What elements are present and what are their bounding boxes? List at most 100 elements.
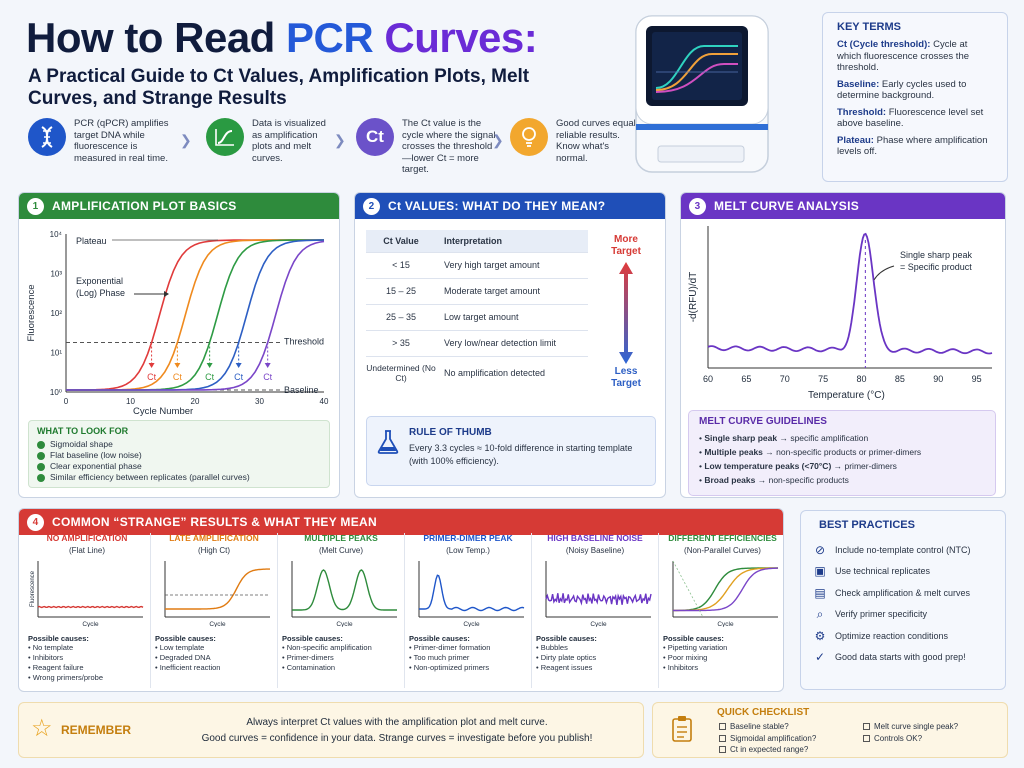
- cause-text: Bubbles: [540, 643, 568, 652]
- causes-label: Possible causes:: [663, 634, 724, 643]
- mini-plot: Cycle Fluorescence: [30, 561, 144, 628]
- check-text: Flat baseline (low noise): [50, 450, 142, 460]
- best-practice-text: Check amplification & melt curves: [835, 587, 971, 598]
- replicates-icon: ▣: [814, 564, 826, 579]
- checklist-text: Baseline stable?: [730, 722, 789, 731]
- section-4-header: 4 COMMON “STRANGE” RESULTS & WHAT THEY ME…: [19, 509, 783, 535]
- x-axis-label: Cycle: [590, 621, 607, 627]
- section-number: 3: [689, 197, 706, 215]
- cause-item: • Wrong primers/probe: [28, 673, 104, 682]
- x-axis-label: Cycle: [209, 621, 226, 627]
- checkbox[interactable]: [719, 746, 726, 754]
- checkbox[interactable]: [863, 723, 870, 731]
- key-term-def: Fluorescence level set above baseline.: [837, 106, 984, 130]
- chart-line-icon: [206, 118, 244, 156]
- cause-text: Inhibitors: [667, 663, 699, 672]
- cause-item: • Primer-dimers: [282, 653, 334, 662]
- strange-result-panel: NO AMPLIFICATION (Flat Line) Cycle Fluoresc…: [24, 533, 151, 688]
- x-tick-label: 95: [972, 374, 982, 384]
- arrow-right-icon: ❯: [492, 132, 504, 148]
- table-header-row: Ct Value Interpretation: [366, 230, 588, 252]
- section-2-header: 2 Ct VALUES: WHAT DO THEY MEAN?: [355, 193, 665, 219]
- what-to-look-for-box: WHAT TO LOOK FOR Sigmoidal shape Flat ba…: [28, 420, 330, 488]
- checklist-item[interactable]: Melt curve single peak?: [863, 721, 958, 733]
- causes-label: Possible causes:: [28, 634, 89, 643]
- intro-text-4: Good curves equal reliable results. Know…: [556, 118, 636, 164]
- exponential-label-line1: Exponential: [76, 276, 123, 286]
- cause-text: Inhibitors: [32, 653, 64, 662]
- mini-plot: Cycle: [545, 561, 652, 628]
- x-tick-label: 90: [933, 374, 943, 384]
- amplification-curve: [66, 239, 324, 391]
- guideline-rest: → primer-dimers: [831, 461, 897, 471]
- cause-item: • Primer-dimer formation: [409, 643, 491, 652]
- checklist-item[interactable]: Baseline stable?: [719, 721, 816, 733]
- annotation-pointer: [873, 265, 895, 281]
- causes-label: Possible causes:: [409, 634, 470, 643]
- mini-plot: Cycle: [418, 561, 525, 628]
- interp-cell: No amplification detected: [436, 355, 588, 390]
- checkbox[interactable]: [719, 734, 726, 742]
- guideline-item: • Multiple peaks → non-specific products…: [699, 447, 922, 457]
- check-icon: [37, 440, 45, 449]
- intro-item-3: Ct The Ct value is the cycle where the s…: [356, 118, 498, 182]
- panel-title: NO AMPLIFICATION: [46, 533, 128, 543]
- check-text: Sigmoidal shape: [50, 439, 113, 449]
- causes-label: Possible causes:: [282, 634, 343, 643]
- strange-result-panel: MULTIPLE PEAKS (Melt Curve) Cycle Possible …: [278, 533, 405, 688]
- ct-cell: 25 – 35: [366, 303, 436, 330]
- cause-item: • Non-specific amplification: [282, 643, 372, 652]
- checklist-text: Controls OK?: [874, 733, 923, 743]
- x-tick-label: 40: [320, 397, 329, 406]
- key-term-label: Threshold:: [837, 106, 887, 118]
- checklist-item[interactable]: Ct in expected range?: [719, 744, 816, 756]
- cause-item: • Inefficient reaction: [155, 663, 221, 672]
- table-row: 15 – 25 Moderate target amount: [366, 277, 588, 304]
- efficiency-guide: [672, 560, 704, 618]
- x-tick-label: 10: [126, 397, 135, 406]
- what-to-look-for-heading: WHAT TO LOOK FOR: [37, 426, 129, 436]
- cause-text: No template: [32, 643, 74, 652]
- possible-causes: Possible causes: • No template • Inhibitor…: [28, 634, 146, 683]
- cause-text: Too much primer: [413, 653, 470, 662]
- guideline-item: • Broad peaks → non-specific products: [699, 475, 849, 485]
- cause-item: • Non-optimized primers: [409, 663, 490, 672]
- remember-line-1: Always interpret Ct values with the ampl…: [246, 717, 548, 728]
- peak-annotation-line2: = Specific product: [900, 262, 972, 272]
- arrow-right-icon: ❯: [180, 132, 192, 148]
- check-icon: [37, 451, 45, 460]
- interp-cell: Very low/near detection limit: [436, 329, 588, 356]
- check-text: Clear exponential phase: [50, 461, 142, 471]
- lightbulb-icon: [510, 118, 548, 156]
- panel-title: HIGH BASELINE NOISE: [547, 533, 643, 543]
- melt-curve-plot: 60 65 70 75 80 85 90 95 Temperature (°C) -d(RFU)/…: [688, 226, 993, 401]
- guideline-bold: Broad peaks: [704, 475, 756, 485]
- panel-subtitle: (Low Temp.): [446, 546, 490, 555]
- cause-text: Wrong primers/probe: [32, 673, 104, 682]
- cause-text: Degraded DNA: [159, 653, 211, 662]
- check-item: Flat baseline (low noise): [37, 450, 321, 461]
- best-practice-text: Verify primer specificity: [835, 609, 928, 620]
- checkbox[interactable]: [863, 734, 870, 742]
- cause-item: • Pipetting variation: [663, 643, 728, 652]
- cause-item: • Too much primer: [409, 653, 470, 662]
- gradient-arrow-icon: [619, 262, 633, 364]
- checkbox[interactable]: [719, 723, 726, 731]
- ct-cell: > 35: [366, 329, 436, 356]
- checklist-item[interactable]: Sigmoidal amplification?: [719, 733, 816, 745]
- exponential-label: Exponential (Log) Phase: [76, 276, 125, 298]
- best-practice-text: Good data starts with good prep!: [835, 652, 966, 663]
- checklist-item[interactable]: Controls OK?: [863, 733, 958, 745]
- cause-item: • Inhibitors: [663, 663, 699, 672]
- panel-subtitle: (Melt Curve): [318, 546, 363, 555]
- x-axis-label: Cycle: [463, 621, 480, 627]
- guideline-item: • Low temperature peaks (<70°C) → primer…: [699, 461, 897, 471]
- key-terms-heading: KEY TERMS: [837, 21, 901, 33]
- intro-item-4: Good curves equal reliable results. Know…: [510, 118, 636, 182]
- panel-title: MULTIPLE PEAKS: [304, 533, 378, 543]
- title-part3: Curves:: [373, 14, 538, 61]
- peak-annotation-line1: Single sharp peak: [900, 250, 973, 260]
- section-number: 1: [27, 197, 44, 215]
- guideline-item: • Single sharp peak → specific amplifica…: [699, 433, 869, 443]
- check-item: Sigmoidal shape: [37, 439, 321, 450]
